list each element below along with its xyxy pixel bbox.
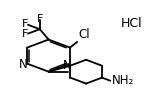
Text: F: F: [22, 29, 28, 39]
Text: F: F: [22, 19, 28, 29]
Text: N: N: [63, 59, 71, 72]
Text: N: N: [19, 58, 28, 71]
Text: HCl: HCl: [121, 17, 142, 30]
Text: NH₂: NH₂: [112, 74, 134, 87]
Text: F: F: [37, 14, 43, 24]
Text: Cl: Cl: [78, 28, 90, 41]
